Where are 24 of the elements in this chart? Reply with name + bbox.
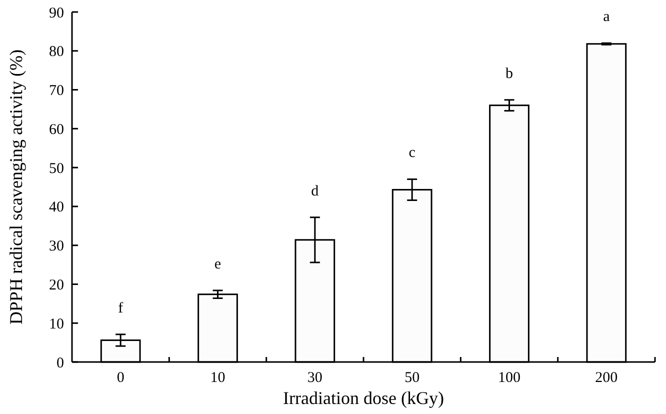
annotation: f <box>118 300 124 316</box>
annotation: a <box>603 9 610 26</box>
annotation: b <box>506 66 513 82</box>
y-tick-label: 20 <box>49 277 64 294</box>
y-tick-label: 40 <box>49 200 64 216</box>
y-tick-label: 70 <box>49 83 64 100</box>
y-tick-label: 90 <box>49 5 64 22</box>
y-tick-label: 80 <box>49 44 64 60</box>
y-axis-title: DPPH radical scavenging activity (%) <box>6 50 26 324</box>
annotation: c <box>408 145 416 162</box>
x-axis-title: Irradiation dose (kGy) <box>283 388 444 408</box>
x-tick-label: 30 <box>307 370 322 386</box>
annotation: d <box>311 183 320 200</box>
y-tick-label: 50 <box>49 160 64 177</box>
x-tick-label: 200 <box>595 370 618 386</box>
y-tick-label: 10 <box>49 316 64 332</box>
x-tick-label: 0 <box>116 370 124 386</box>
annotation: e <box>214 256 222 272</box>
y-tick-label: 60 <box>49 122 64 138</box>
x-tick-label: 50 <box>404 370 420 386</box>
x-tick-label: 10 <box>210 370 226 386</box>
y-tick-label: 0 <box>56 355 64 372</box>
x-tick-label: 100 <box>498 370 520 386</box>
y-tick-label: 30 <box>49 238 64 255</box>
